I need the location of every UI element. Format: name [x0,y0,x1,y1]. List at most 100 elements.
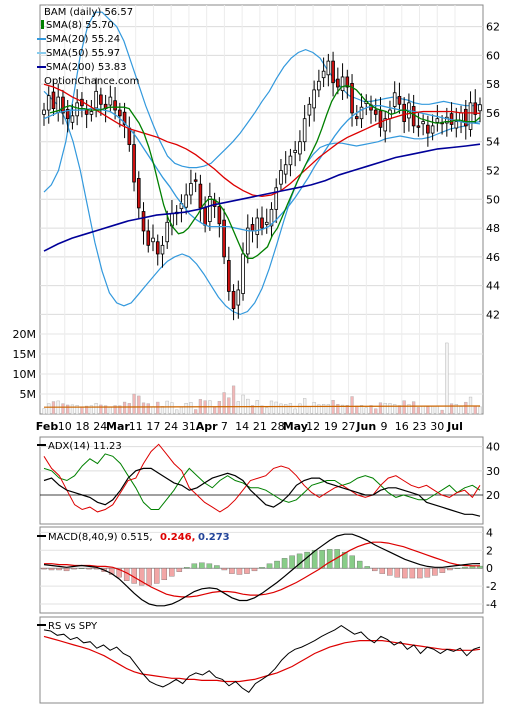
candle-body [264,221,269,225]
volume-bar [317,404,321,415]
candle-body [198,183,203,209]
macd-histogram-bar [56,568,62,571]
volume-bar [80,406,84,415]
volume-bar [369,405,373,415]
volume-bar [345,405,349,415]
volume-bar [236,401,240,415]
volume-bar [397,405,402,415]
macd-histogram-bar [221,568,228,571]
volume-bar [146,403,150,415]
candle-body [231,290,236,310]
macd-tick-label: 4 [486,526,493,539]
macd-histogram-bar [63,568,70,572]
macd-histogram-bar [244,568,250,574]
candle-body [288,155,293,166]
macd-histogram-bar [319,550,325,569]
candle-body [208,196,212,222]
candle-body [430,125,435,134]
candle-body [70,115,75,123]
candle-body [354,116,359,120]
price-tick-label: 56 [486,107,500,120]
candle-body [345,76,350,88]
volume-bar [464,401,468,415]
candle-body [241,253,245,294]
volume-bar [331,400,335,415]
date-tick-label: 28 [271,420,285,433]
candle-body [326,60,331,76]
volume-bar [141,402,146,415]
volume-bar [51,401,56,415]
volume-bar [378,402,383,415]
date-tick-label: Jul [446,420,463,433]
macd-histogram-bar [71,568,77,570]
candle-body [255,217,260,235]
candle-body [217,206,222,225]
macd-histogram-bar [206,563,213,569]
date-tick-label: 9 [381,420,388,433]
volume-bar [213,406,217,415]
candle-body [122,111,127,125]
candle-body [151,237,155,243]
candle-body [127,127,132,145]
rs-line [43,625,481,693]
volume-bar [383,403,387,415]
watermark: OptionChance.com [44,76,139,87]
macd-histogram-bar [48,568,55,571]
volume-bar [298,403,302,415]
candle-body [236,289,241,306]
volume-bar [118,405,122,415]
date-tick-label: 30 [430,420,444,433]
volume-bar [104,405,108,415]
plus-di-line [43,453,481,510]
volume-bar [364,407,368,415]
moving-averages [43,83,481,259]
volume-bar [75,405,79,415]
rs-label: RS vs SPY [48,621,98,632]
candle-body [250,224,255,232]
volume-bar [189,402,193,415]
volume-bar [426,406,430,415]
candle-body [416,125,421,128]
candle-body [336,78,340,88]
macd-histogram-bar [108,568,115,575]
volume-bar [70,404,75,415]
candle-body [426,124,430,134]
volume-bar [421,405,425,415]
volume-bar [66,404,70,415]
macd-histogram-bar [402,568,408,579]
candle-body [302,118,307,143]
macd-histogram-bar [229,568,235,574]
volume-bar [336,404,340,415]
legend-sma20: SMA(20) 55.24 [46,34,120,45]
date-tick-label: 24 [93,420,107,433]
macd-histogram-bar [394,568,401,578]
volume-bar [350,396,354,415]
macd-histogram-bar [469,566,476,569]
sma50-line [43,83,481,198]
macd-histogram-bar [326,549,333,569]
macd-histogram-bar [311,550,318,569]
macd-histogram-bar [154,568,160,584]
adx-tick-label: 40 [486,441,500,454]
macd-histogram-bar [424,568,431,578]
volume-bar [393,404,397,415]
candle-body [46,95,51,111]
volume-average-line [43,405,481,408]
macd-histogram-bar [199,562,205,569]
volume-bar [165,400,169,415]
candle-body [61,96,65,114]
volume-bar [388,403,392,415]
price-legend: BAM (daily) 56.57 SMA(8) 55.70 SMA(20) 5… [37,7,139,87]
volume-bar [449,403,454,415]
volume-tick-label: 5M [20,388,37,401]
volume-bar [293,408,297,415]
candle-body [298,141,302,155]
volume-bar [160,406,165,415]
candle-body [136,178,141,209]
macd-histogram-bar [379,568,386,574]
candle-body [160,244,165,255]
macd-histogram-bar [176,568,183,572]
macd-tick-label: -2 [486,580,497,593]
legend-swatch-sma8 [41,20,44,29]
macd-histogram-bar [214,565,220,569]
